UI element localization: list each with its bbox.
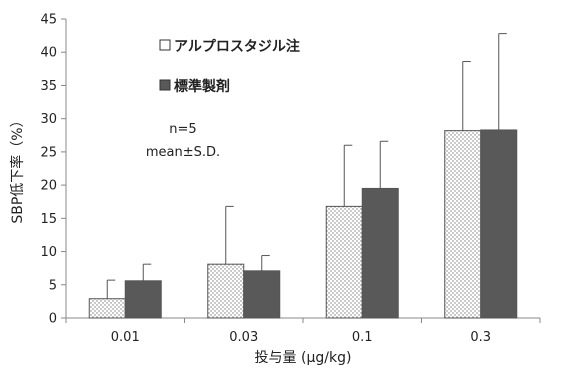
y-tick-label: 35	[40, 79, 57, 94]
error-bars-group	[106, 33, 507, 299]
bars-group	[88, 129, 518, 319]
y-tick-label: 45	[40, 13, 57, 28]
annotation-n: n=5	[169, 122, 196, 137]
legend-swatch-0	[159, 39, 171, 51]
axes-group: 0 5 10 15 20 25 30 35 40 45 0.01 0.03 0.1 0.3 SBP低下率（%…	[9, 13, 541, 366]
bar-reference-1	[243, 270, 281, 319]
legend-label-1: 標準製剤	[174, 78, 230, 95]
annotations-group: n=5 mean±S.D.	[146, 122, 220, 160]
y-tick-label: 20	[40, 179, 57, 194]
y-tick-label: 30	[40, 112, 57, 127]
y-axis-title: SBP低下率（%）	[9, 113, 26, 223]
annotation-stat: mean±S.D.	[146, 145, 220, 160]
y-tick-label: 5	[49, 278, 57, 293]
bar-alprostadil-2	[325, 205, 363, 319]
legend-swatch-1	[159, 79, 171, 91]
bar-alprostadil-3	[444, 130, 482, 319]
x-tick-label: 0.3	[470, 330, 491, 345]
y-tick-label: 10	[40, 245, 57, 260]
bar-alprostadil-0	[88, 298, 126, 319]
x-axis-title: 投与量 (μg/kg)	[255, 350, 352, 366]
y-tick-label: 40	[40, 46, 57, 61]
bar-reference-2	[361, 187, 399, 319]
x-tick-label: 0.1	[352, 330, 373, 345]
y-tick-label: 25	[40, 145, 57, 160]
bar-alprostadil-1	[207, 263, 245, 319]
x-tick-label: 0.01	[111, 330, 140, 345]
bar-reference-3	[480, 129, 518, 319]
bar-reference-0	[124, 280, 162, 319]
legend-label-0: アルプロスタジル注	[174, 38, 300, 55]
y-tick-label: 15	[40, 212, 57, 227]
x-tick-label: 0.03	[229, 330, 258, 345]
y-tick-label: 0	[49, 312, 57, 327]
